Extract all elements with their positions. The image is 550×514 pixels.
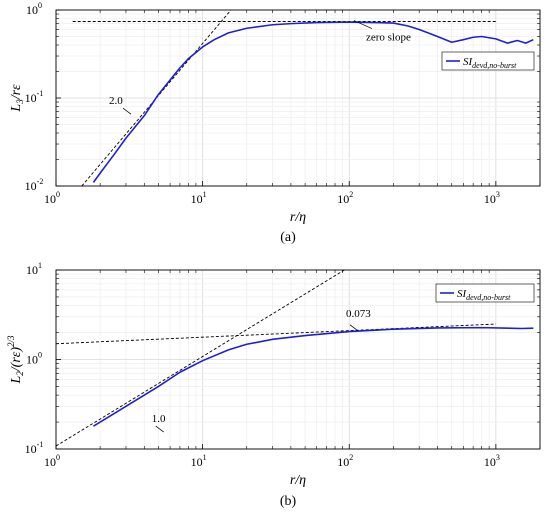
plot-area: [56, 270, 534, 447]
x-axis-label: r/η: [290, 210, 306, 225]
legend: SIdevd,no-burst: [441, 51, 535, 71]
y-tick-label: 101: [26, 261, 42, 277]
annotation-arrow: [122, 107, 132, 115]
annotation-arrow: [353, 20, 373, 29]
annotation-arrow: [155, 425, 164, 433]
y-axis-label: L3/rε: [9, 84, 25, 113]
plot-area: [72, 10, 534, 186]
data-series-line: [92, 21, 534, 183]
reference-line-label: 0.073: [346, 308, 371, 320]
y-tick-label: 10-1: [25, 89, 44, 105]
grid: [55, 9, 541, 187]
panel-caption: (b): [280, 494, 297, 509]
y-tick-label: 100: [26, 351, 42, 367]
x-axis-label: r/η: [290, 473, 306, 488]
data-series-line: [93, 326, 534, 427]
panel-caption: (a): [280, 230, 296, 245]
reference-line: [56, 270, 346, 447]
legend: SIdevd,no-burst: [435, 283, 535, 303]
legend-box: [435, 283, 535, 303]
chart-panel-a: 100 101 102 103 10-2 10-1 100 2.0 zero slope SIde…: [9, 1, 541, 245]
reference-line-label: 1.0: [152, 413, 166, 425]
annotation-arrow: [349, 324, 359, 332]
x-tick-label: 101: [191, 190, 207, 206]
reference-line-label: 2.0: [109, 95, 123, 107]
x-tick-label: 100: [44, 190, 60, 206]
y-tick-label: 100: [26, 1, 42, 17]
x-tick-label: 102: [337, 453, 353, 469]
y-axis-label: L2/(rε)2/3: [6, 335, 25, 384]
axes-frame: [55, 269, 541, 450]
x-tick-label: 103: [484, 190, 500, 206]
x-tick-label: 102: [337, 190, 353, 206]
reference-line-label: zero slope: [366, 32, 411, 44]
x-tick-label: 101: [191, 453, 207, 469]
reference-line: [56, 323, 496, 345]
x-tick-label: 100: [44, 453, 60, 469]
x-tick-label: 103: [484, 453, 500, 469]
legend-box: [441, 51, 535, 71]
chart-panel-b: 100 101 102 10310-11001011.00.073SIdevd,no-…: [6, 261, 541, 509]
axes-frame: [55, 9, 541, 187]
y-tick-label: 10-2: [25, 177, 44, 193]
y-tick-label: 10-1: [25, 440, 44, 456]
